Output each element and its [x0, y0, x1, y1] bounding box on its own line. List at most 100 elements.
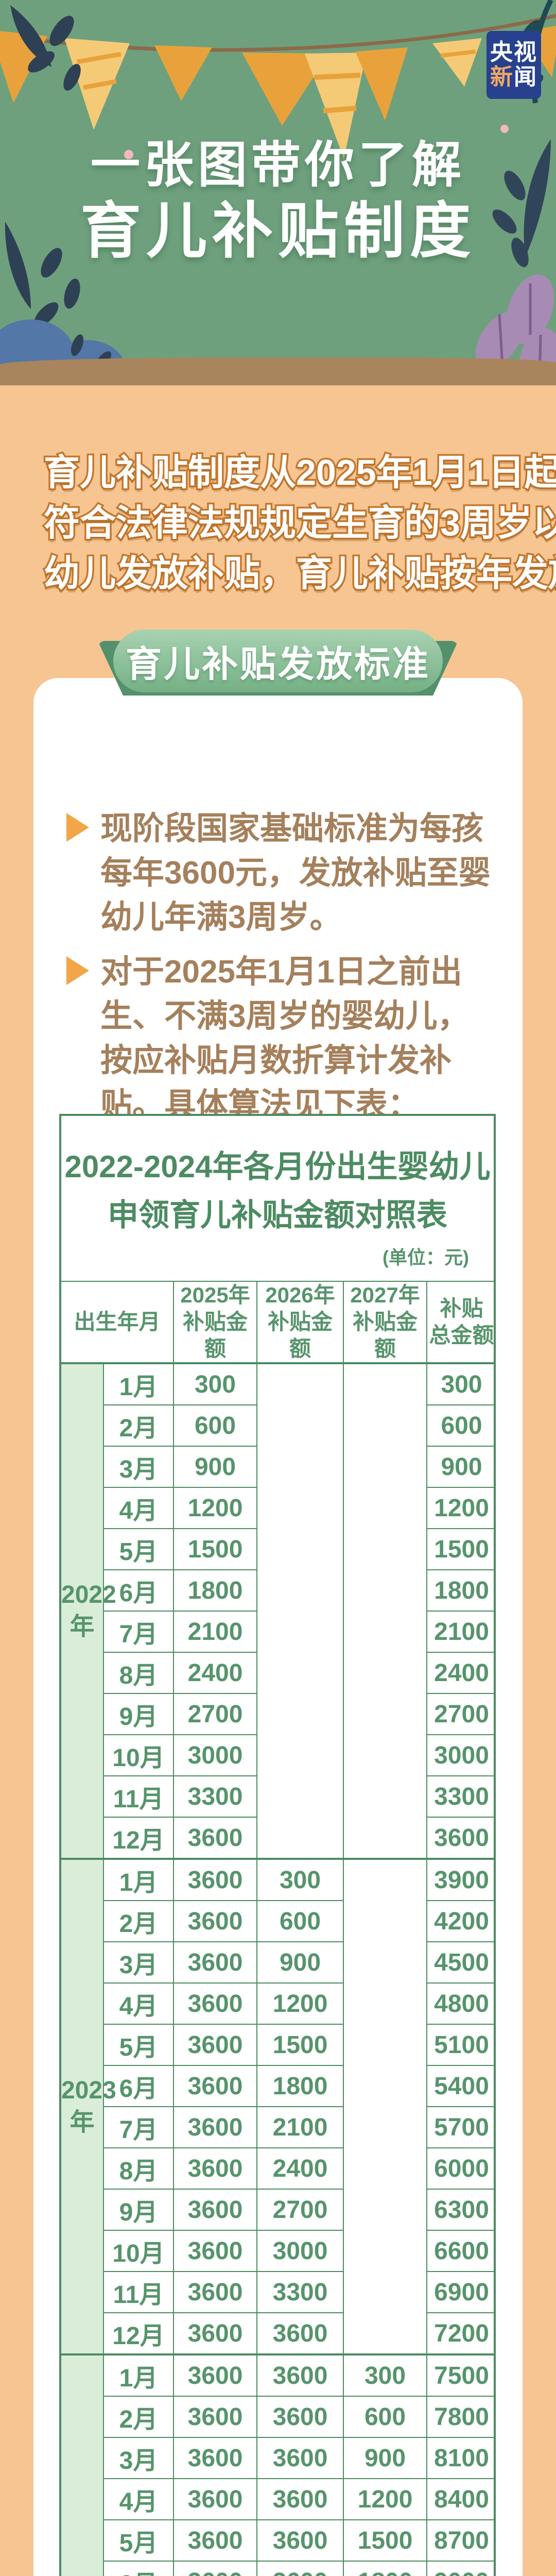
- amount-cell: 2400: [173, 1652, 258, 1694]
- month-cell: 2月: [103, 1900, 175, 1942]
- month-cell: 12月: [103, 2312, 175, 2355]
- total-cell: 7800: [426, 2396, 496, 2438]
- amount-cell: 3600: [256, 2396, 344, 2438]
- amount-cell: 1500: [173, 1528, 258, 1570]
- table-column-header: 2027年 补贴金额: [343, 1281, 428, 1364]
- blank-cell: [256, 1362, 344, 1859]
- total-cell: 1800: [426, 1569, 496, 1612]
- total-cell: 600: [426, 1404, 496, 1447]
- total-cell: 6000: [426, 2147, 496, 2190]
- dirt-band-decoration: [0, 358, 556, 385]
- total-cell: 2100: [426, 1611, 496, 1653]
- table-row: 3月 3600 900 4500: [61, 1941, 496, 1984]
- page-title-line2: 育儿补贴制度: [80, 197, 476, 265]
- amount-cell: 3600: [256, 2353, 344, 2397]
- total-cell: 6300: [426, 2189, 496, 2231]
- table-row: 7月 2100 2100: [61, 1611, 496, 1653]
- total-cell: 1500: [426, 1528, 496, 1570]
- amount-cell: 3600: [256, 2478, 344, 2520]
- total-cell: 5700: [426, 2106, 496, 2148]
- amount-cell: 3600: [256, 2312, 344, 2355]
- total-cell: 900: [426, 1446, 496, 1488]
- amount-cell: 2700: [173, 1693, 258, 1735]
- month-cell: 1月: [102, 2353, 175, 2397]
- table-row: 9月 2700 2700: [61, 1693, 496, 1735]
- triangle-bullet-icon: [66, 956, 89, 985]
- total-cell: 7200: [426, 2312, 496, 2355]
- subsidy-table: 2022-2024年各月份出生婴幼儿 申领育儿补贴金额对照表 (单位：元) 出生…: [59, 1114, 496, 2576]
- amount-cell: 1200: [256, 1982, 344, 2025]
- amount-cell: 3300: [173, 1775, 258, 1818]
- table-row: 5月 3600 3600 1500 8700: [61, 2519, 496, 2562]
- month-cell: 7月: [103, 2106, 175, 2148]
- total-cell: 4500: [426, 1941, 496, 1984]
- amount-cell: 3600: [173, 2065, 258, 2107]
- amount-cell: 1200: [343, 2478, 428, 2520]
- header-banner: 央视 新闻 一张图带你了解 育儿补贴制度: [0, 0, 556, 385]
- amount-cell: 3000: [256, 2230, 344, 2272]
- blank-cell: [343, 1858, 428, 2355]
- month-cell: 12月: [103, 1817, 175, 1859]
- amount-cell: 300: [173, 1362, 258, 1405]
- section-header-standards: 育儿补贴发放标准: [98, 630, 458, 696]
- table-row: 5月 1500 1500: [61, 1528, 496, 1570]
- month-cell: 6月: [103, 2561, 175, 2576]
- section-title: 育儿补贴发放标准: [113, 630, 443, 692]
- month-cell: 3月: [103, 1941, 175, 1984]
- month-cell: 4月: [103, 2478, 175, 2520]
- amount-cell: 3600: [173, 1817, 258, 1859]
- month-cell: 5月: [103, 1528, 175, 1570]
- amount-cell: 3600: [256, 2561, 344, 2576]
- month-cell: 7月: [103, 1611, 175, 1653]
- table-column-header: 出生年月: [61, 1281, 175, 1364]
- amount-cell: 2100: [256, 2106, 344, 2148]
- amount-cell: 3600: [173, 2437, 258, 2479]
- table-title: 2022-2024年各月份出生婴幼儿 申领育儿补贴金额对照表: [64, 1149, 491, 1232]
- amount-cell: 1500: [343, 2519, 428, 2562]
- amount-cell: 1800: [343, 2561, 428, 2576]
- month-cell: 4月: [103, 1487, 175, 1529]
- standards-bullet-2: 对于2025年1月1日之前出生、不满3周岁的婴幼儿，按应补贴月数折算计发补贴。具…: [66, 950, 492, 1127]
- total-cell: 3300: [426, 1775, 496, 1818]
- month-cell: 2月: [103, 1404, 175, 1447]
- month-cell: 6月: [103, 2065, 175, 2107]
- amount-cell: 3000: [173, 1734, 258, 1776]
- total-cell: 4200: [426, 1900, 496, 1942]
- intro-line: 育儿补贴制度从2025年1月1日起，对: [42, 451, 556, 495]
- month-cell: 10月: [103, 2230, 175, 2272]
- table-row: 2月 3600 600 4200: [61, 1900, 496, 1942]
- amount-cell: 3600: [173, 2561, 258, 2576]
- amount-cell: 1800: [173, 1569, 258, 1612]
- month-cell: 5月: [103, 2519, 175, 2562]
- total-cell: 3900: [426, 1858, 496, 1901]
- amount-cell: 2100: [173, 1611, 258, 1653]
- amount-cell: 3600: [173, 1858, 258, 1901]
- table-row: 4月 1200 1200: [61, 1487, 496, 1529]
- table-row: 10月 3000 3000: [61, 1734, 496, 1776]
- intro-line: 符合法律法规规定生育的3周岁以下婴: [42, 501, 556, 545]
- total-cell: 8100: [426, 2437, 496, 2479]
- month-cell: 11月: [103, 2271, 175, 2313]
- month-cell: 8月: [103, 2147, 175, 2190]
- amount-cell: 1500: [256, 2024, 344, 2066]
- table-row: 8月 3600 2400 6000: [61, 2147, 496, 2190]
- amount-cell: 3600: [173, 2353, 258, 2397]
- table-row: 2月 600 600: [61, 1404, 496, 1447]
- table-row: 10月 3600 3000 6600: [61, 2230, 496, 2272]
- table-row: 3月 3600 3600 900 8100: [61, 2437, 496, 2479]
- total-cell: 5100: [426, 2024, 496, 2066]
- table-row: 6月 3600 1800 5400: [61, 2065, 496, 2107]
- table-row: 12月 3600 3600: [61, 1817, 496, 1859]
- amount-cell: 3600: [173, 2271, 258, 2313]
- month-cell: 10月: [103, 1734, 175, 1776]
- table-row: 6月 1800 1800: [61, 1569, 496, 1612]
- table-row: 2023 年 1月 3600 300 3900: [61, 1858, 496, 2355]
- month-cell: 5月: [103, 2024, 175, 2066]
- intro-paragraph: 育儿补贴制度从2025年1月1日起，对 符合法律法规规定生育的3周岁以下婴 幼儿…: [42, 447, 556, 599]
- amount-cell: 2400: [256, 2147, 344, 2190]
- amount-cell: 3600: [173, 2106, 258, 2148]
- amount-cell: 300: [343, 2353, 428, 2397]
- table-row: 5月 3600 1500 5100: [61, 2024, 496, 2066]
- amount-cell: 3600: [173, 2230, 258, 2272]
- amount-cell: 3300: [256, 2271, 344, 2313]
